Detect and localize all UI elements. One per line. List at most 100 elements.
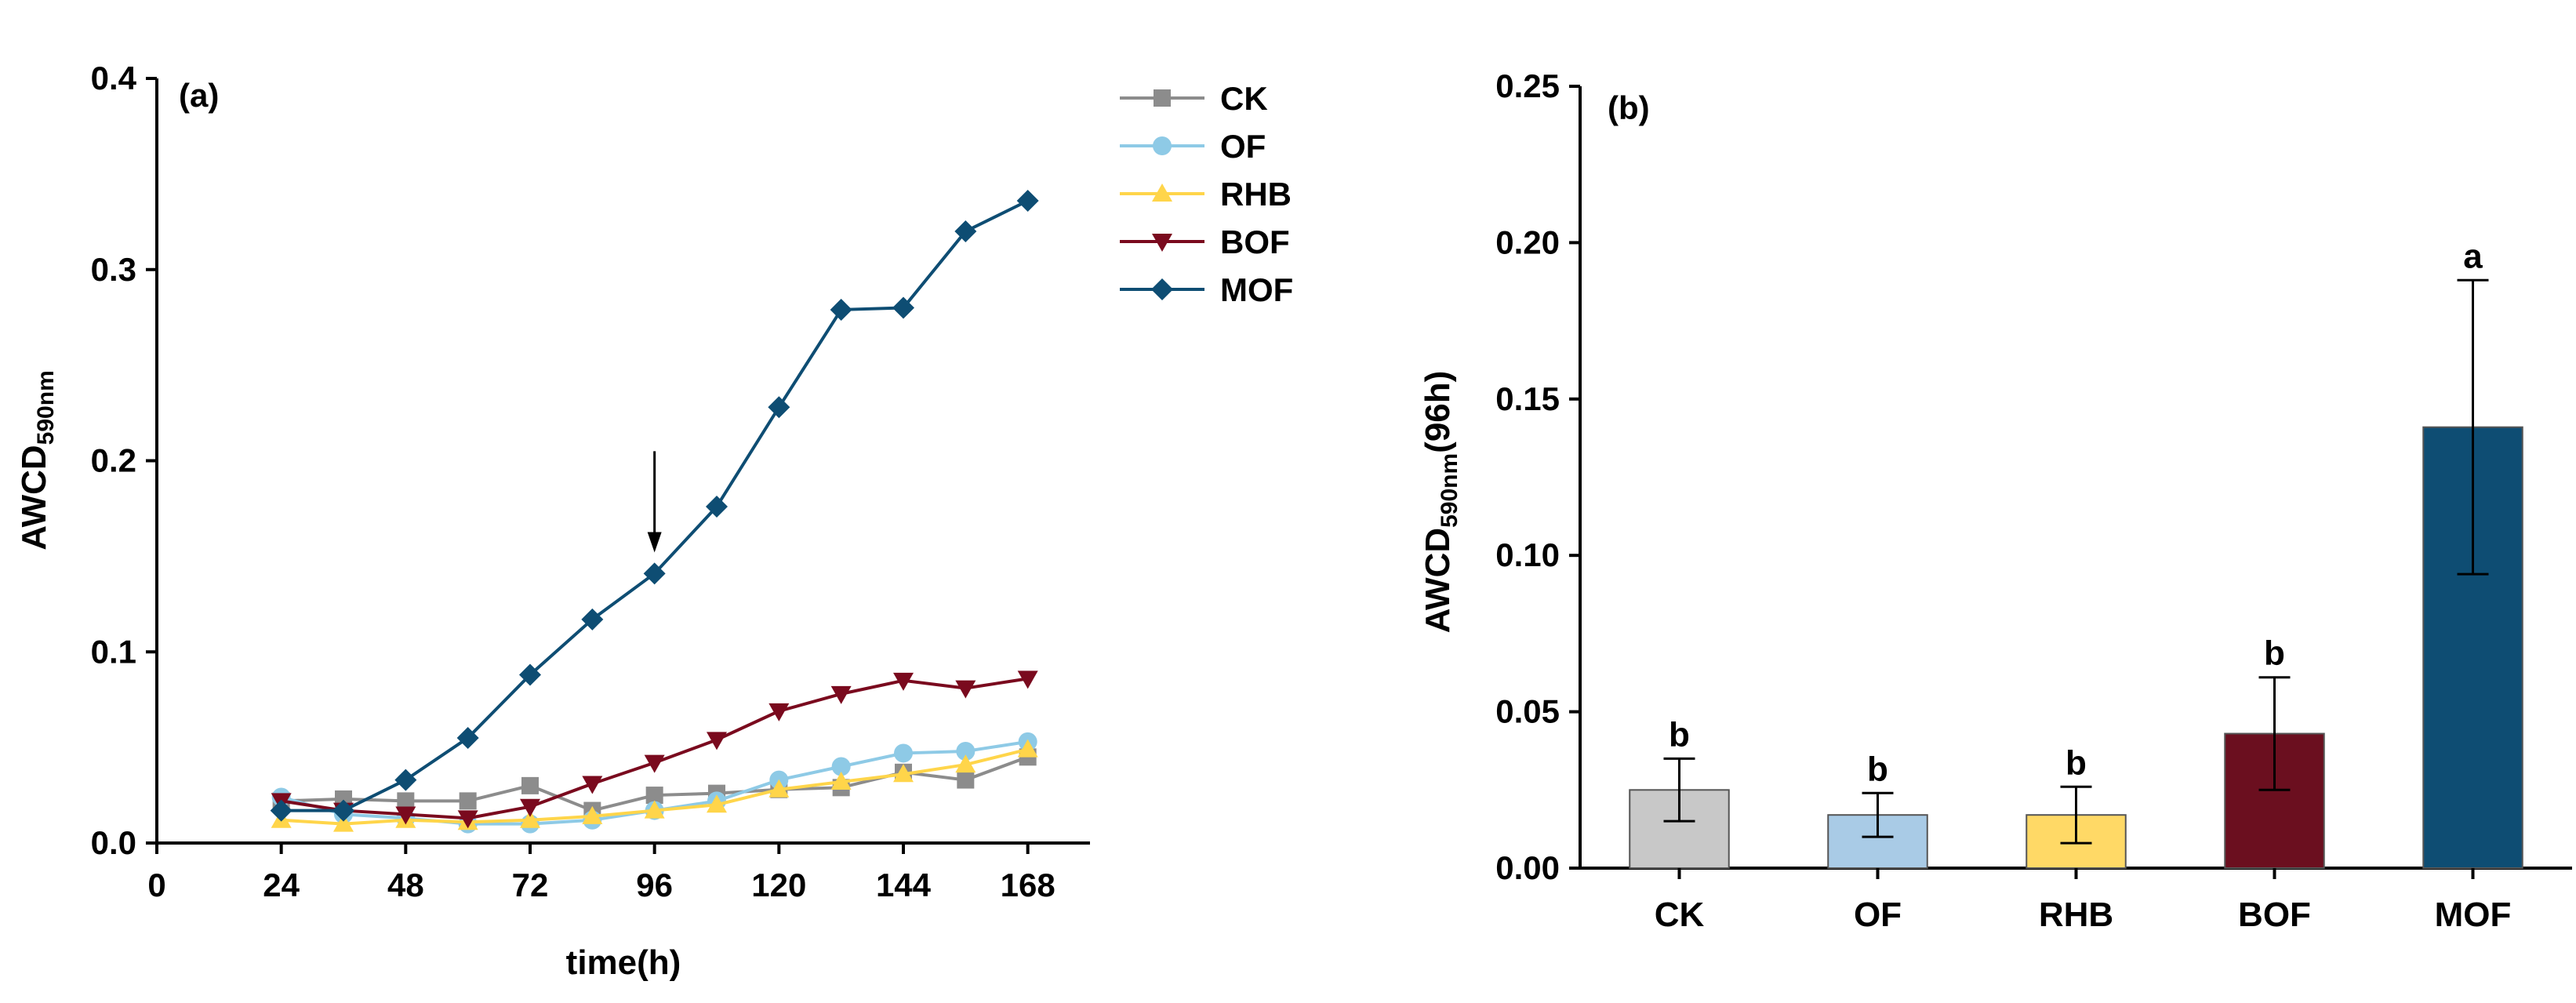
legend-marker [1152,234,1172,252]
data-point [707,794,727,813]
y-tick-label: 0.25 [1495,67,1560,104]
bar-group-bof: b [2224,634,2325,869]
data-point [645,787,663,805]
bar-group-ck: b [1629,715,1730,869]
data-point [957,771,975,789]
data-point [643,562,666,585]
x-tick-label: 72 [512,867,549,903]
data-point [768,396,790,419]
x-tick-label: OF [1854,896,1902,934]
data-point [520,798,540,817]
data-point [831,757,851,776]
y-tick-label: 0.05 [1495,693,1560,730]
legend-label: RHB [1220,176,1292,213]
x-tick-label: 24 [263,867,300,903]
significance-letter: b [2264,634,2285,673]
legend-marker [1154,89,1171,107]
x-tick-label: MOF [2435,896,2512,934]
y-tick-label: 0.2 [91,442,136,479]
y-axis-title-suffix: (96h) [1419,371,1457,453]
legend-marker [1152,184,1172,202]
y-axis-title-subscript: 590nm [1437,453,1462,528]
legend-label: OF [1220,128,1266,165]
panel-label-b: (b) [1608,89,1650,126]
x-tick-label: 120 [751,867,806,903]
data-point [582,776,603,794]
y-axis-title-text: AWCD590nm [15,370,59,551]
data-point [956,742,976,761]
data-point [397,792,415,810]
data-point [459,792,477,810]
data-point [394,769,417,791]
data-point [892,296,914,319]
y-axis-title-main: AWCD [1419,528,1457,633]
x-tick-label: 48 [387,867,424,903]
x-tick-label: 144 [876,867,932,903]
legend-marker [1151,278,1173,300]
significance-letter: a [2463,237,2483,275]
data-point [830,298,852,321]
legend-label: MOF [1220,271,1293,308]
y-axis-title-subscript: 590nm [33,370,59,445]
y-axis-title: AWCD590nm(96h) [1419,371,1462,634]
y-tick-label: 0.15 [1495,380,1560,417]
data-point [955,680,976,699]
x-tick-label: BOF [2238,896,2311,934]
data-point [707,732,727,750]
data-point [955,754,976,773]
y-tick-label: 0.20 [1495,223,1560,260]
significance-letter: b [1867,750,1888,788]
data-point [830,685,852,704]
legend-item-ck: CK [1120,80,1268,117]
x-tick-label: RHB [2039,896,2113,934]
data-point [582,805,603,824]
y-axis-title: AWCD590nm [15,370,59,551]
legend-item-rhb: RHB [1120,176,1292,213]
data-point [332,799,354,822]
data-point [644,800,665,819]
x-tick-label: 0 [147,867,165,903]
y-tick-label: 0.10 [1495,536,1560,573]
data-point [581,608,604,631]
legend: CK OF RHB BOF MOF [1120,80,1293,308]
data-point [893,764,914,783]
x-tick-label: 96 [636,867,673,903]
bar-group-mof: a [2422,237,2523,869]
legend-marker [1153,136,1172,155]
data-point [830,772,852,790]
panel-b-bar-chart: 0.00 0.05 0.10 0.15 0.20 0.25 (b) AWCD590nm(96h… [1419,67,2572,934]
legend-item-bof: BOF [1120,223,1290,260]
data-point [520,809,540,828]
data-point [894,743,913,763]
data-point [333,813,354,832]
significance-letter: b [1669,715,1690,754]
bar-group-rhb: b [2026,743,2127,869]
significance-letter: b [2066,743,2087,782]
data-point [768,703,790,721]
data-point [644,754,665,773]
series-mof [270,190,1039,822]
legend-item-mof: MOF [1120,271,1293,308]
data-point [457,810,478,829]
data-point [1016,190,1039,212]
data-point [456,726,479,749]
data-point [1017,739,1038,758]
data-point [954,220,977,242]
legend-label: CK [1220,80,1268,117]
data-point [395,806,416,825]
data-point [893,672,914,691]
data-point [1017,670,1038,689]
data-point [706,496,728,518]
legend-label: BOF [1220,223,1290,260]
y-tick-label: 0.3 [91,251,136,288]
data-point [768,779,790,798]
data-point [521,776,539,794]
x-axis-title: time(h) [566,943,681,982]
y-tick-label: 0.1 [91,633,136,670]
panel-label-a: (a) [179,77,219,114]
annotation-arrow-head [647,532,662,553]
y-axis-title-main: AWCD [15,445,53,550]
y-tick-label: 0.4 [91,60,137,96]
y-tick-label: 0.00 [1495,849,1560,886]
